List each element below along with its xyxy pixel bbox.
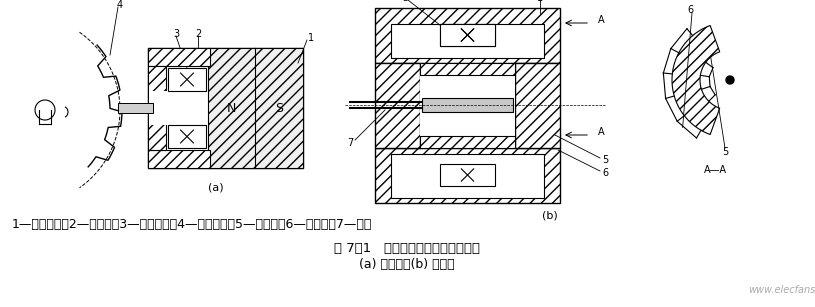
Bar bbox=[391, 154, 544, 198]
Bar bbox=[148, 66, 166, 150]
Text: 6: 6 bbox=[687, 5, 693, 15]
Text: N: N bbox=[227, 102, 236, 115]
Bar bbox=[420, 136, 515, 148]
Bar bbox=[148, 48, 210, 66]
Text: 2: 2 bbox=[195, 29, 201, 39]
Bar bbox=[440, 164, 495, 186]
Text: A: A bbox=[598, 127, 605, 137]
Text: 3: 3 bbox=[173, 29, 179, 39]
Text: 7: 7 bbox=[347, 138, 353, 148]
Text: S: S bbox=[275, 102, 283, 115]
Circle shape bbox=[726, 76, 734, 84]
Bar bbox=[422, 98, 513, 112]
Text: 1—永久磁铁；2—软磁铁；3—感应线圈；4—测量齿轮；5—内齿轮；6—外齿轮；7—转轴: 1—永久磁铁；2—软磁铁；3—感应线圈；4—测量齿轮；5—内齿轮；6—外齿轮；7… bbox=[12, 219, 372, 231]
Bar bbox=[148, 48, 303, 168]
Text: (b): (b) bbox=[542, 210, 558, 220]
Text: www.elecfans.com: www.elecfans.com bbox=[748, 285, 815, 295]
Text: 图 7－1   变磁通式磁电传感器结构图: 图 7－1 变磁通式磁电传感器结构图 bbox=[334, 242, 480, 255]
Bar bbox=[420, 63, 515, 75]
Text: 5: 5 bbox=[602, 155, 608, 165]
Text: A—A: A—A bbox=[703, 165, 726, 175]
Bar bbox=[208, 48, 303, 168]
Bar bbox=[118, 103, 153, 113]
Text: 3: 3 bbox=[402, 0, 408, 3]
Bar bbox=[440, 24, 495, 46]
Bar bbox=[148, 150, 210, 168]
Text: 4: 4 bbox=[117, 0, 123, 10]
Text: (a): (a) bbox=[208, 183, 223, 193]
Bar bbox=[420, 63, 515, 148]
Bar bbox=[440, 24, 495, 46]
Bar bbox=[375, 63, 420, 148]
Bar bbox=[395, 28, 540, 48]
Bar bbox=[168, 125, 206, 148]
Bar bbox=[168, 68, 206, 91]
Bar bbox=[375, 148, 560, 203]
Bar bbox=[149, 91, 206, 125]
Text: 1: 1 bbox=[537, 0, 543, 3]
Bar bbox=[515, 63, 560, 148]
Bar bbox=[391, 24, 544, 58]
Bar bbox=[375, 8, 560, 63]
Text: 1: 1 bbox=[308, 33, 314, 43]
Text: 5: 5 bbox=[722, 147, 728, 157]
Polygon shape bbox=[672, 25, 720, 134]
Text: 6: 6 bbox=[602, 168, 608, 178]
Text: (a) 开磁路；(b) 闭磁路: (a) 开磁路；(b) 闭磁路 bbox=[359, 258, 455, 271]
Text: A: A bbox=[598, 15, 605, 25]
